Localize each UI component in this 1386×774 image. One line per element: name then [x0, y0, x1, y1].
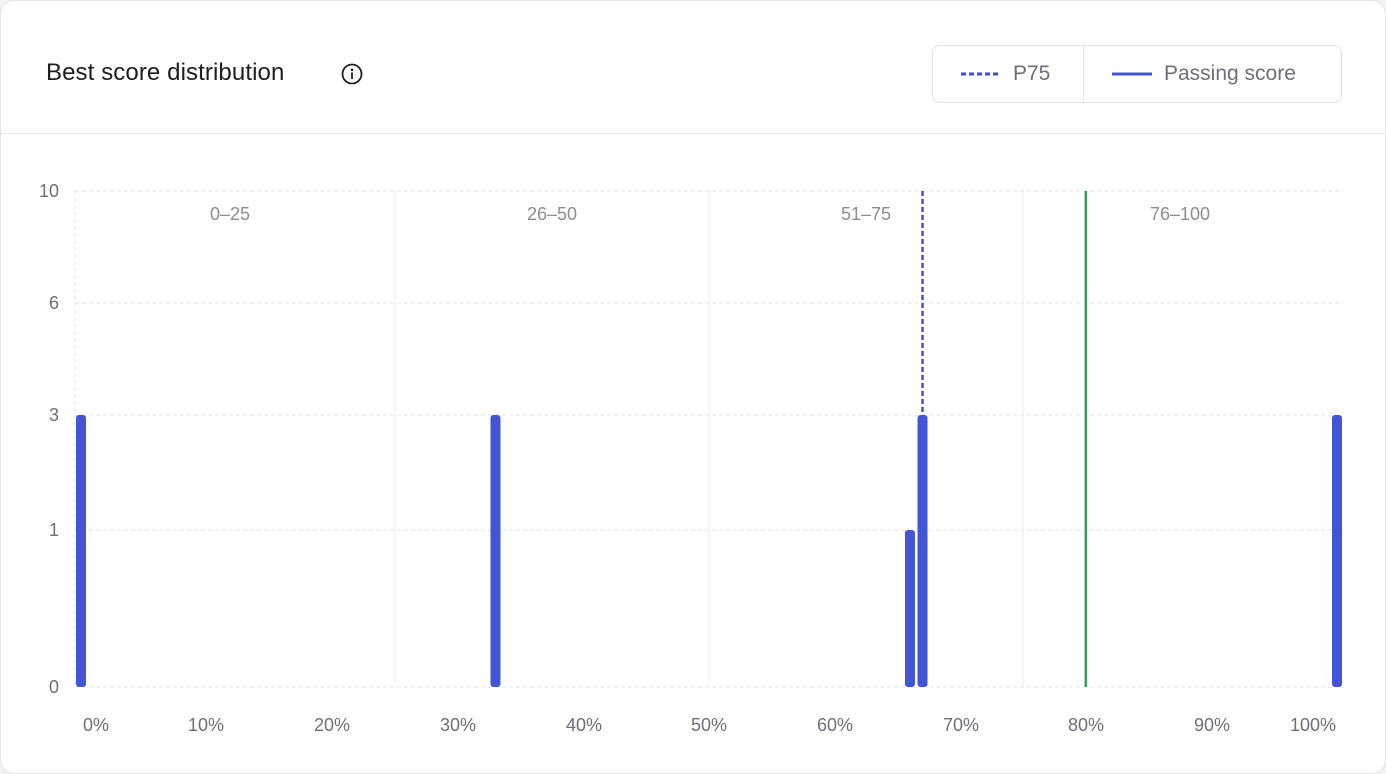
- legend-item-p75[interactable]: P75: [933, 46, 1084, 102]
- bar-score-67: [917, 415, 928, 687]
- x-tick-label: 70%: [943, 715, 979, 735]
- grid: [74, 190, 1343, 688]
- markers: [921, 191, 1088, 687]
- bar-score-66: [904, 530, 915, 687]
- y-axis: 0 1 3 6 10: [39, 181, 59, 697]
- legend-label-passing-score: Passing score: [1164, 62, 1296, 85]
- card-title: Best score distribution: [46, 59, 285, 86]
- bar-score-33: [490, 415, 501, 687]
- x-tick-label: 90%: [1194, 715, 1230, 735]
- x-tick-label: 20%: [314, 715, 350, 735]
- chart-legend: P75 Passing score: [932, 45, 1342, 103]
- range-labels: 0–25 26–50 51–75 76–100: [210, 204, 1210, 224]
- score-histogram: 0–25 26–50 51–75 76–100 0 1 3 6 10 0% 10% 20% 30% 4…: [39, 181, 1343, 735]
- y-tick-label: 3: [49, 405, 59, 425]
- x-tick-label: 60%: [817, 715, 853, 735]
- range-label: 0–25: [210, 204, 250, 224]
- range-label: 26–50: [527, 204, 577, 224]
- x-tick-label: 30%: [440, 715, 476, 735]
- bars: [76, 415, 1342, 687]
- info-icon[interactable]: [341, 63, 363, 85]
- x-tick-label: 0%: [83, 715, 109, 735]
- x-tick-label: 50%: [691, 715, 727, 735]
- y-tick-label: 10: [39, 181, 59, 201]
- solid-line-swatch-icon: [1112, 72, 1152, 76]
- range-label: 76–100: [1150, 204, 1210, 224]
- x-tick-label: 80%: [1068, 715, 1104, 735]
- card-header: Best score distribution P75 Passing scor…: [1, 1, 1385, 134]
- x-tick-label: 100%: [1290, 715, 1336, 735]
- legend-item-passing-score[interactable]: Passing score: [1084, 46, 1341, 102]
- x-axis: 0% 10% 20% 30% 40% 50% 60% 70% 80% 90% 100%: [83, 715, 1336, 735]
- y-tick-label: 0: [49, 677, 59, 697]
- x-tick-label: 10%: [188, 715, 224, 735]
- legend-label-p75: P75: [1013, 62, 1051, 85]
- y-tick-label: 1: [49, 520, 59, 540]
- range-label: 51–75: [841, 204, 891, 224]
- bar-score-0: [76, 415, 86, 687]
- x-tick-label: 40%: [566, 715, 602, 735]
- y-tick-label: 6: [49, 293, 59, 313]
- bar-score-100: [1332, 415, 1342, 687]
- dashed-line-swatch-icon: [961, 72, 1001, 76]
